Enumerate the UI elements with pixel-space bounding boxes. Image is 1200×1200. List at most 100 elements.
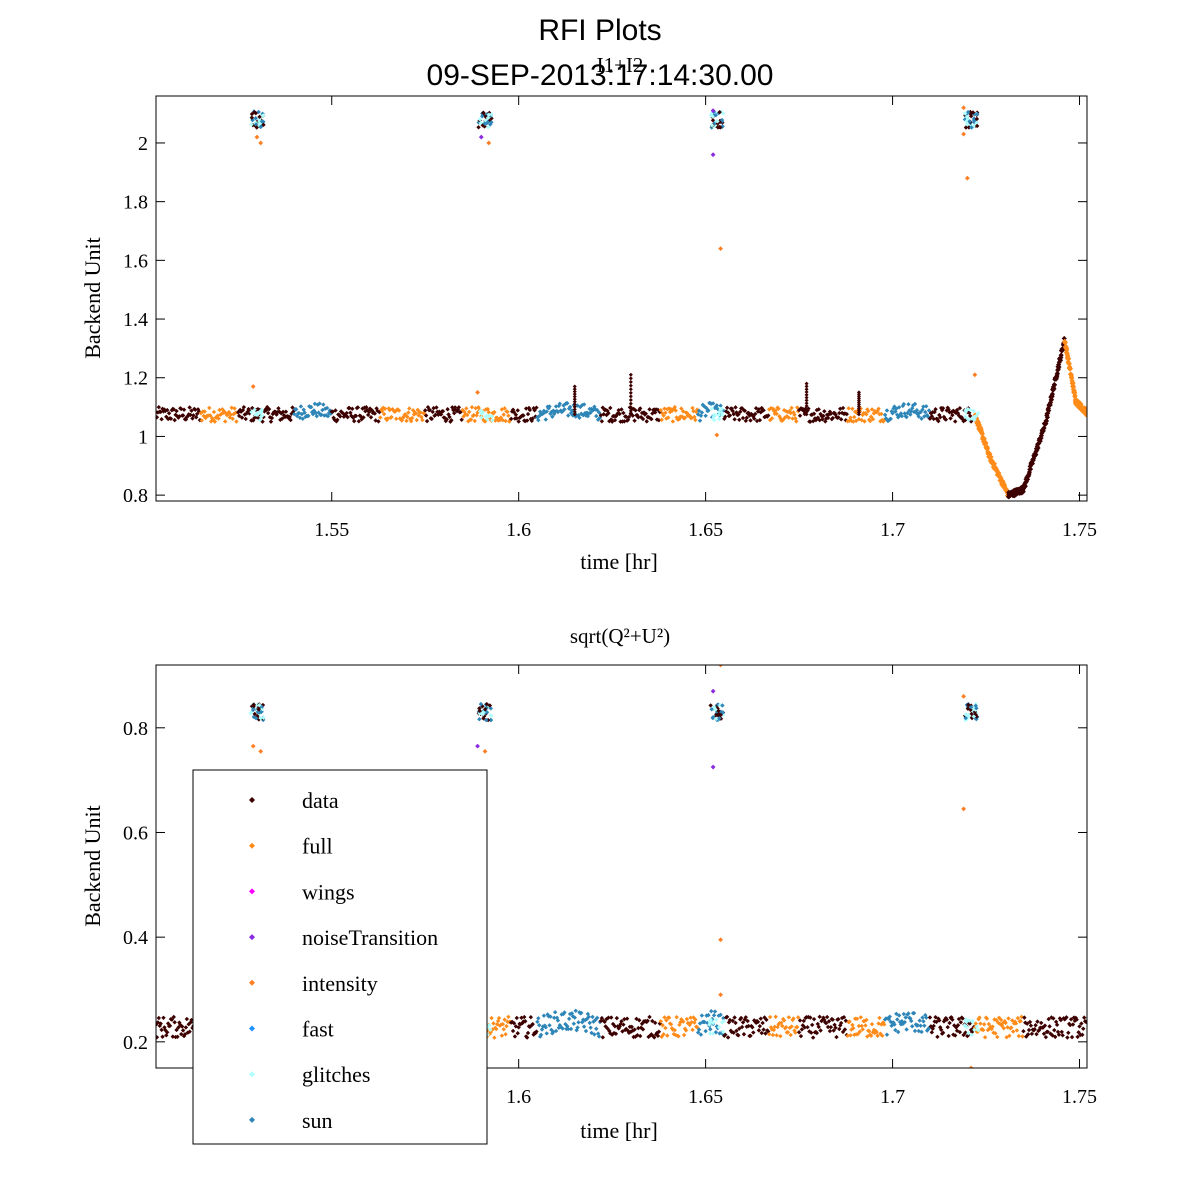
full-point <box>869 1021 875 1027</box>
full-point <box>992 1017 997 1022</box>
calibration-point <box>713 707 718 712</box>
sun-point <box>715 1025 720 1031</box>
sun-point <box>924 404 929 409</box>
data-point <box>1045 1029 1050 1034</box>
calibration-point <box>477 708 482 714</box>
dip-point <box>983 440 989 446</box>
full-point <box>492 409 497 415</box>
data-point <box>514 416 520 421</box>
full-point <box>769 416 775 421</box>
full-point <box>498 415 504 420</box>
data-point <box>649 416 654 422</box>
data-point <box>1059 1029 1064 1035</box>
data-point <box>1055 1029 1061 1035</box>
legend-label-sun: sun <box>302 1108 333 1133</box>
calibration-point <box>963 712 968 717</box>
full-point <box>208 419 214 424</box>
data-point <box>1035 1019 1040 1024</box>
data-point <box>732 1015 737 1020</box>
full-point <box>862 419 867 424</box>
full-point <box>504 1023 509 1029</box>
glitch-point <box>966 1018 972 1023</box>
data-point <box>290 405 295 410</box>
data-point <box>838 1020 844 1026</box>
full-point <box>670 419 676 424</box>
sun-point <box>710 401 716 406</box>
dip-point <box>1067 366 1073 372</box>
data-point <box>159 417 164 422</box>
data-point <box>356 419 362 424</box>
full-point <box>414 417 419 423</box>
full-point <box>672 404 677 410</box>
full-point <box>775 1024 780 1030</box>
full-point <box>234 419 239 424</box>
data-point <box>193 415 199 420</box>
data-point <box>730 408 735 414</box>
sun-point <box>900 1021 906 1027</box>
spike-point <box>628 408 633 413</box>
calibration-point <box>259 704 264 710</box>
spike-point <box>572 394 577 399</box>
data-point <box>609 419 615 424</box>
dip-point <box>1058 352 1064 358</box>
full-point <box>464 406 469 411</box>
full-point <box>773 408 778 413</box>
y-tick-label: 2 <box>138 133 148 155</box>
full-point <box>852 1032 857 1038</box>
full-point <box>864 412 869 417</box>
sun-point <box>715 406 720 412</box>
full-point <box>208 413 213 418</box>
data-point <box>621 1022 626 1027</box>
calibration-point <box>967 119 972 124</box>
calibration-point <box>486 115 491 120</box>
full-point <box>407 406 412 411</box>
spike-point <box>572 387 577 392</box>
data-point <box>509 1019 515 1025</box>
data-point <box>725 410 731 415</box>
calibration-point <box>253 110 259 116</box>
calibration-point <box>714 713 719 719</box>
data-point <box>1025 1032 1031 1037</box>
data-point <box>740 1020 746 1025</box>
full-point <box>855 1031 861 1037</box>
data-point <box>949 1015 954 1020</box>
sun-point <box>895 1029 901 1035</box>
full-point <box>226 409 232 415</box>
top-panel-ylabel: Backend Unit <box>80 237 105 359</box>
data-point <box>728 1028 734 1033</box>
dip-point <box>1056 364 1062 370</box>
intensity-outlier <box>482 748 488 754</box>
data-point <box>174 408 179 414</box>
calibration-point <box>968 113 974 119</box>
data-point <box>619 407 624 412</box>
data-point <box>844 411 849 417</box>
sun-point <box>596 410 602 415</box>
sun-point <box>559 1012 564 1017</box>
sun-point <box>890 411 895 416</box>
full-point <box>499 1033 505 1038</box>
dip-point <box>1072 392 1078 399</box>
data-point <box>337 414 343 419</box>
data-point <box>376 419 381 424</box>
y-tick-label: 0.4 <box>123 927 148 949</box>
spike-point <box>572 384 577 389</box>
full-point <box>776 406 781 411</box>
sun-point <box>567 404 573 410</box>
sun-point <box>911 1010 917 1016</box>
data-point <box>444 417 449 422</box>
full-point <box>792 1028 797 1033</box>
full-point <box>671 406 677 411</box>
data-point <box>345 414 350 420</box>
data-point <box>1048 1031 1053 1036</box>
dip-point <box>1065 353 1071 359</box>
data-point <box>523 418 528 424</box>
data-point <box>649 1032 654 1037</box>
calibration-point <box>971 119 977 125</box>
data-point <box>1028 1023 1034 1028</box>
data-point <box>1021 1029 1026 1034</box>
bottom-panel-xlabel: time [hr] <box>580 1118 658 1143</box>
data-point <box>820 417 825 422</box>
sun-point <box>921 1019 926 1024</box>
data-point <box>156 1035 160 1040</box>
calibration-point <box>249 115 255 120</box>
